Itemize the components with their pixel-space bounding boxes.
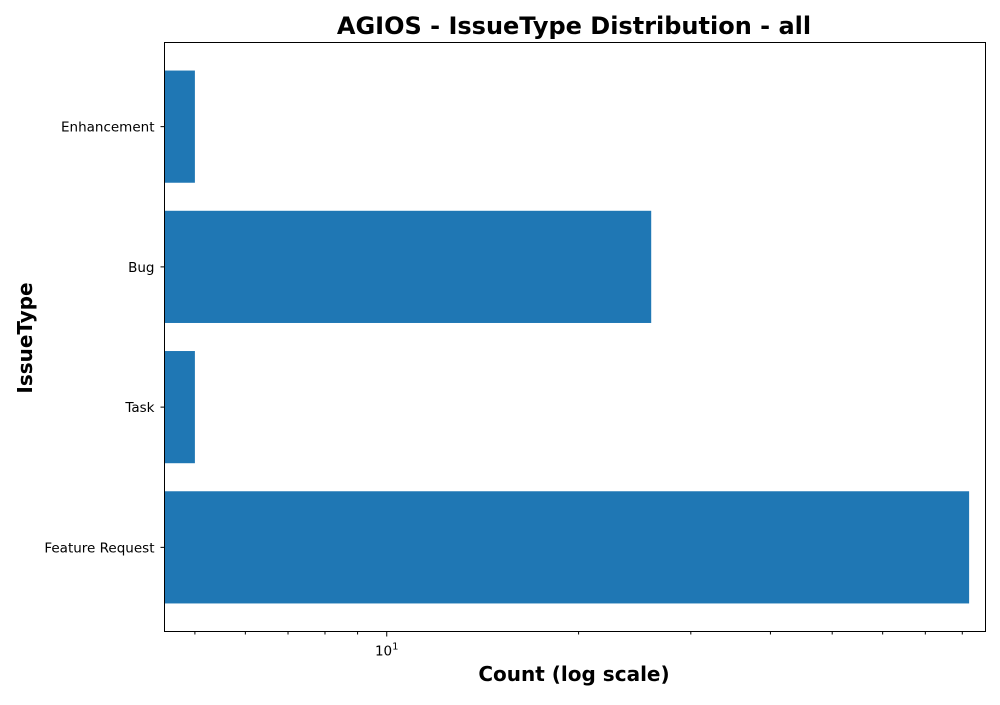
bar-task bbox=[164, 351, 195, 464]
y-axis-title: IssueType bbox=[13, 282, 37, 393]
bar-feature-request bbox=[164, 491, 970, 604]
y-tick-label-enhancement: Enhancement bbox=[61, 120, 155, 136]
y-tick-label-bug: Bug bbox=[128, 260, 154, 276]
bar-bug bbox=[164, 210, 652, 323]
x-tick-label: 101 bbox=[375, 642, 399, 660]
x-axis-title: Count (log scale) bbox=[478, 662, 669, 686]
plot-frame bbox=[164, 42, 986, 632]
chart-title: AGIOS - IssueType Distribution - all bbox=[337, 12, 811, 40]
y-tick-label-task: Task bbox=[124, 400, 154, 416]
bars-layer bbox=[164, 70, 970, 604]
y-tick-label-feature-request: Feature Request bbox=[44, 540, 154, 556]
bar-enhancement bbox=[164, 70, 195, 183]
